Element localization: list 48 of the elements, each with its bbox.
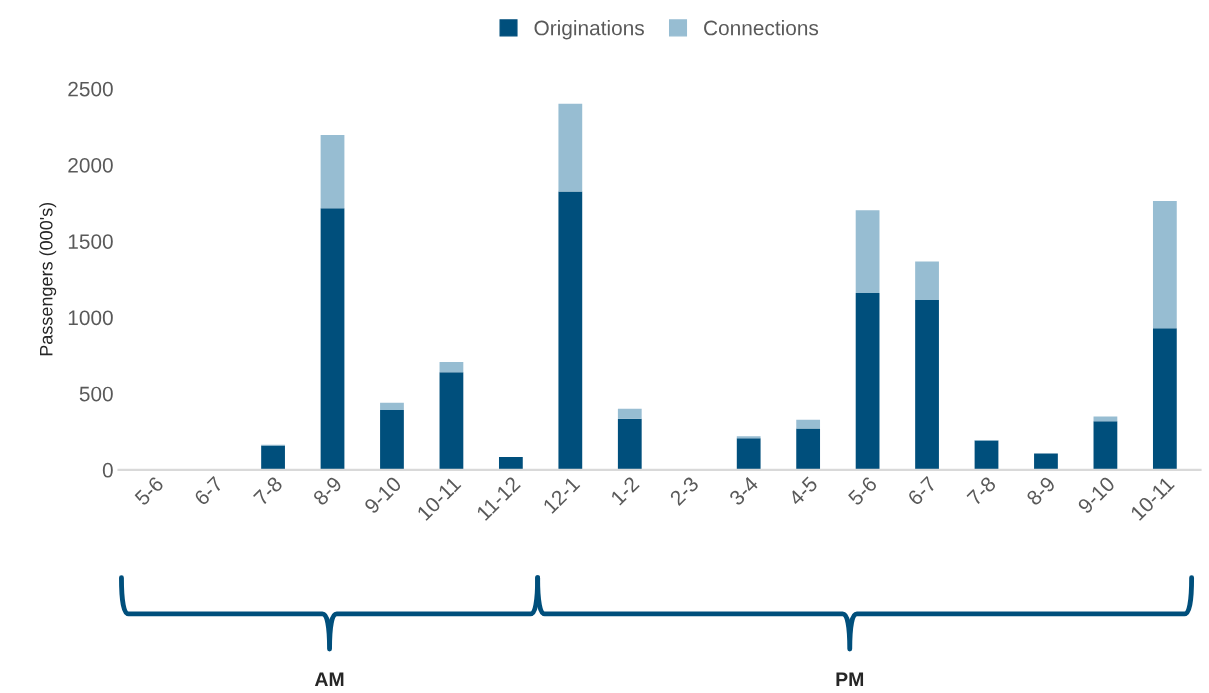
x-tick-label: 8-9 [1025,475,1057,507]
legend-label: Connections [704,20,819,36]
x-tick-label: 6-7 [193,475,224,507]
bar [261,445,285,470]
bar [974,440,999,470]
text: AM [314,672,344,686]
x-tick-label: 4-5 [787,475,819,507]
text: PM [836,672,864,686]
bar [320,208,345,470]
x-tick-label: 7-8 [966,475,997,507]
legend-label: Originations [534,20,644,40]
bar [439,372,464,470]
bar [1034,453,1058,470]
x-tick-label: 5-6 [133,475,165,507]
x-tick-label: 5-6 [847,475,878,507]
y-tick-label: 1000 [68,310,113,326]
x-tick-label: 1-2 [610,475,640,506]
y-tick-label: 2000 [68,157,113,173]
bar [558,103,583,192]
bar [796,428,821,470]
bar [1152,328,1177,470]
x-tick-label: 2-3 [669,475,700,507]
bar [439,362,464,373]
bar [498,456,523,470]
bar [1093,416,1118,422]
bar [855,293,880,470]
bar [796,419,821,429]
bar [915,300,939,470]
bar [617,408,642,419]
bar [1152,200,1177,329]
x-tick-label: 3-4 [728,475,760,507]
bar [320,135,345,209]
bar [617,418,642,470]
bar [1093,421,1118,470]
y-tick-label: 500 [79,386,113,402]
x-tick-label: 8-9 [312,475,343,507]
bar [380,410,404,470]
bar [558,191,583,470]
bar [736,438,761,470]
x-tick-label: 7-8 [252,475,284,507]
x-tick-label: 6-7 [906,475,938,507]
y-tick-label: 2500 [68,81,113,97]
bar [915,261,939,301]
bar [380,402,404,411]
y-tick-label: 0 [102,462,113,478]
y-tick-label: 1500 [68,234,113,249]
bar [855,210,880,293]
y-axis-title: Passengers (000's) [39,202,57,356]
